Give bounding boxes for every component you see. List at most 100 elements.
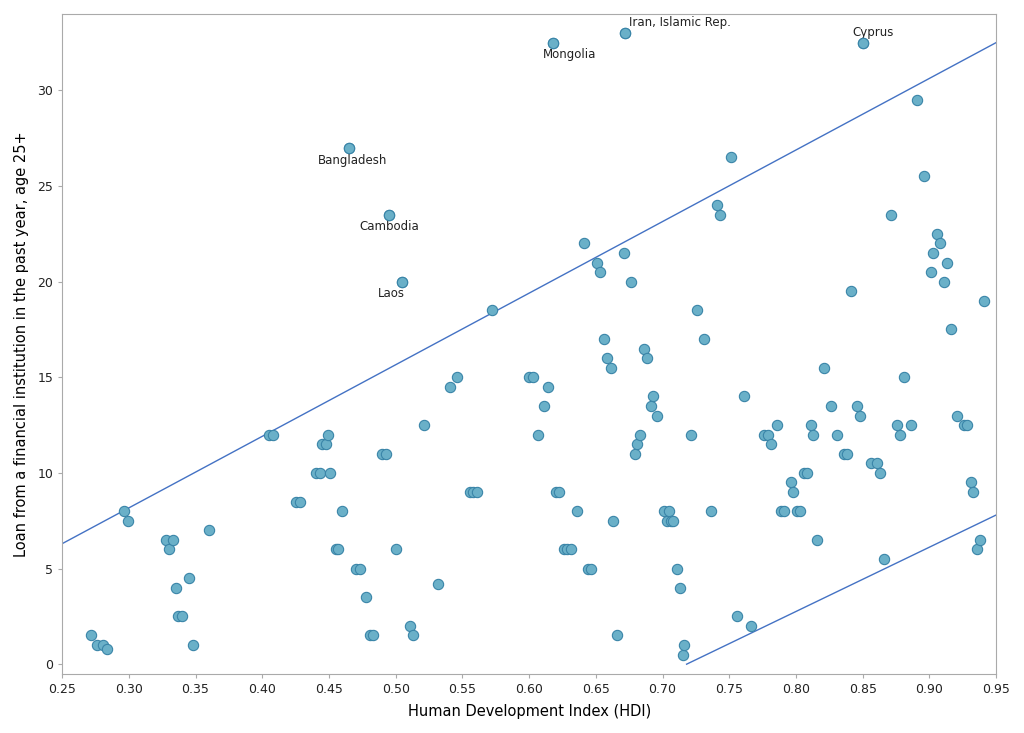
Point: [404, 630, 421, 641]
Point: [871, 467, 888, 479]
Point: [341, 142, 357, 154]
Point: [702, 505, 719, 517]
Point: [675, 649, 691, 660]
Point: [430, 578, 446, 590]
Point: [589, 257, 605, 268]
X-axis label: Human Development Index (HDI): Human Development Index (HDI): [408, 704, 651, 719]
Point: [970, 544, 986, 556]
Point: [292, 496, 308, 507]
Point: [521, 372, 538, 383]
Point: [615, 247, 632, 259]
Point: [158, 534, 174, 546]
Point: [799, 467, 815, 479]
Point: [932, 237, 948, 249]
Point: [796, 467, 812, 479]
Point: [636, 343, 652, 355]
Text: Mongolia: Mongolia: [543, 48, 596, 62]
Point: [627, 448, 643, 460]
Point: [712, 209, 728, 221]
Point: [805, 429, 821, 441]
Point: [330, 544, 346, 556]
Point: [592, 266, 608, 278]
Point: [663, 515, 679, 526]
Point: [876, 553, 892, 565]
Point: [540, 381, 556, 393]
Point: [709, 199, 725, 211]
Point: [545, 37, 561, 48]
Point: [550, 486, 566, 498]
Point: [915, 171, 932, 183]
Point: [792, 505, 808, 517]
Point: [358, 592, 375, 603]
Point: [617, 27, 634, 39]
Point: [695, 334, 712, 345]
Point: [483, 304, 500, 316]
Point: [676, 639, 692, 651]
Point: [602, 362, 618, 374]
Point: [609, 630, 626, 641]
Point: [662, 505, 678, 517]
Point: [896, 372, 912, 383]
Point: [785, 486, 802, 498]
Point: [655, 505, 672, 517]
Point: [548, 486, 564, 498]
Point: [963, 476, 979, 488]
Text: Iran, Islamic Rep.: Iran, Islamic Rep.: [629, 16, 731, 29]
Point: [809, 534, 825, 546]
Point: [265, 429, 282, 441]
Point: [167, 582, 183, 594]
Point: [729, 611, 745, 622]
Point: [580, 563, 596, 575]
Point: [763, 438, 779, 450]
Point: [638, 353, 654, 364]
Point: [596, 334, 612, 345]
Point: [583, 563, 599, 575]
Point: [790, 505, 806, 517]
Point: [958, 419, 975, 431]
Point: [649, 410, 666, 421]
Point: [365, 630, 381, 641]
Point: [855, 37, 871, 48]
Point: [569, 505, 586, 517]
Text: Cyprus: Cyprus: [852, 26, 893, 39]
Point: [923, 266, 939, 278]
Point: [394, 276, 411, 287]
Point: [883, 209, 899, 221]
Point: [116, 505, 132, 517]
Point: [849, 400, 865, 412]
Point: [803, 419, 819, 431]
Point: [362, 630, 379, 641]
Point: [89, 639, 105, 651]
Point: [889, 419, 905, 431]
Point: [314, 438, 331, 450]
Point: [381, 209, 397, 221]
Text: Cambodia: Cambodia: [359, 221, 420, 233]
Point: [632, 429, 648, 441]
Point: [852, 410, 868, 421]
Point: [972, 534, 988, 546]
Point: [556, 544, 572, 556]
Point: [180, 572, 197, 584]
Point: [318, 438, 335, 450]
Point: [943, 323, 959, 335]
Point: [341, 142, 357, 154]
Point: [723, 152, 739, 163]
Point: [892, 429, 908, 441]
Point: [288, 496, 304, 507]
Point: [462, 486, 478, 498]
Point: [773, 505, 790, 517]
Point: [929, 228, 945, 240]
Point: [328, 544, 344, 556]
Point: [394, 276, 411, 287]
Point: [174, 611, 190, 622]
Point: [829, 429, 846, 441]
Point: [351, 563, 368, 575]
Point: [575, 237, 592, 249]
Point: [323, 467, 339, 479]
Point: [449, 372, 465, 383]
Point: [665, 515, 681, 526]
Point: [956, 419, 973, 431]
Point: [416, 419, 432, 431]
Point: [562, 544, 579, 556]
Point: [939, 257, 955, 268]
